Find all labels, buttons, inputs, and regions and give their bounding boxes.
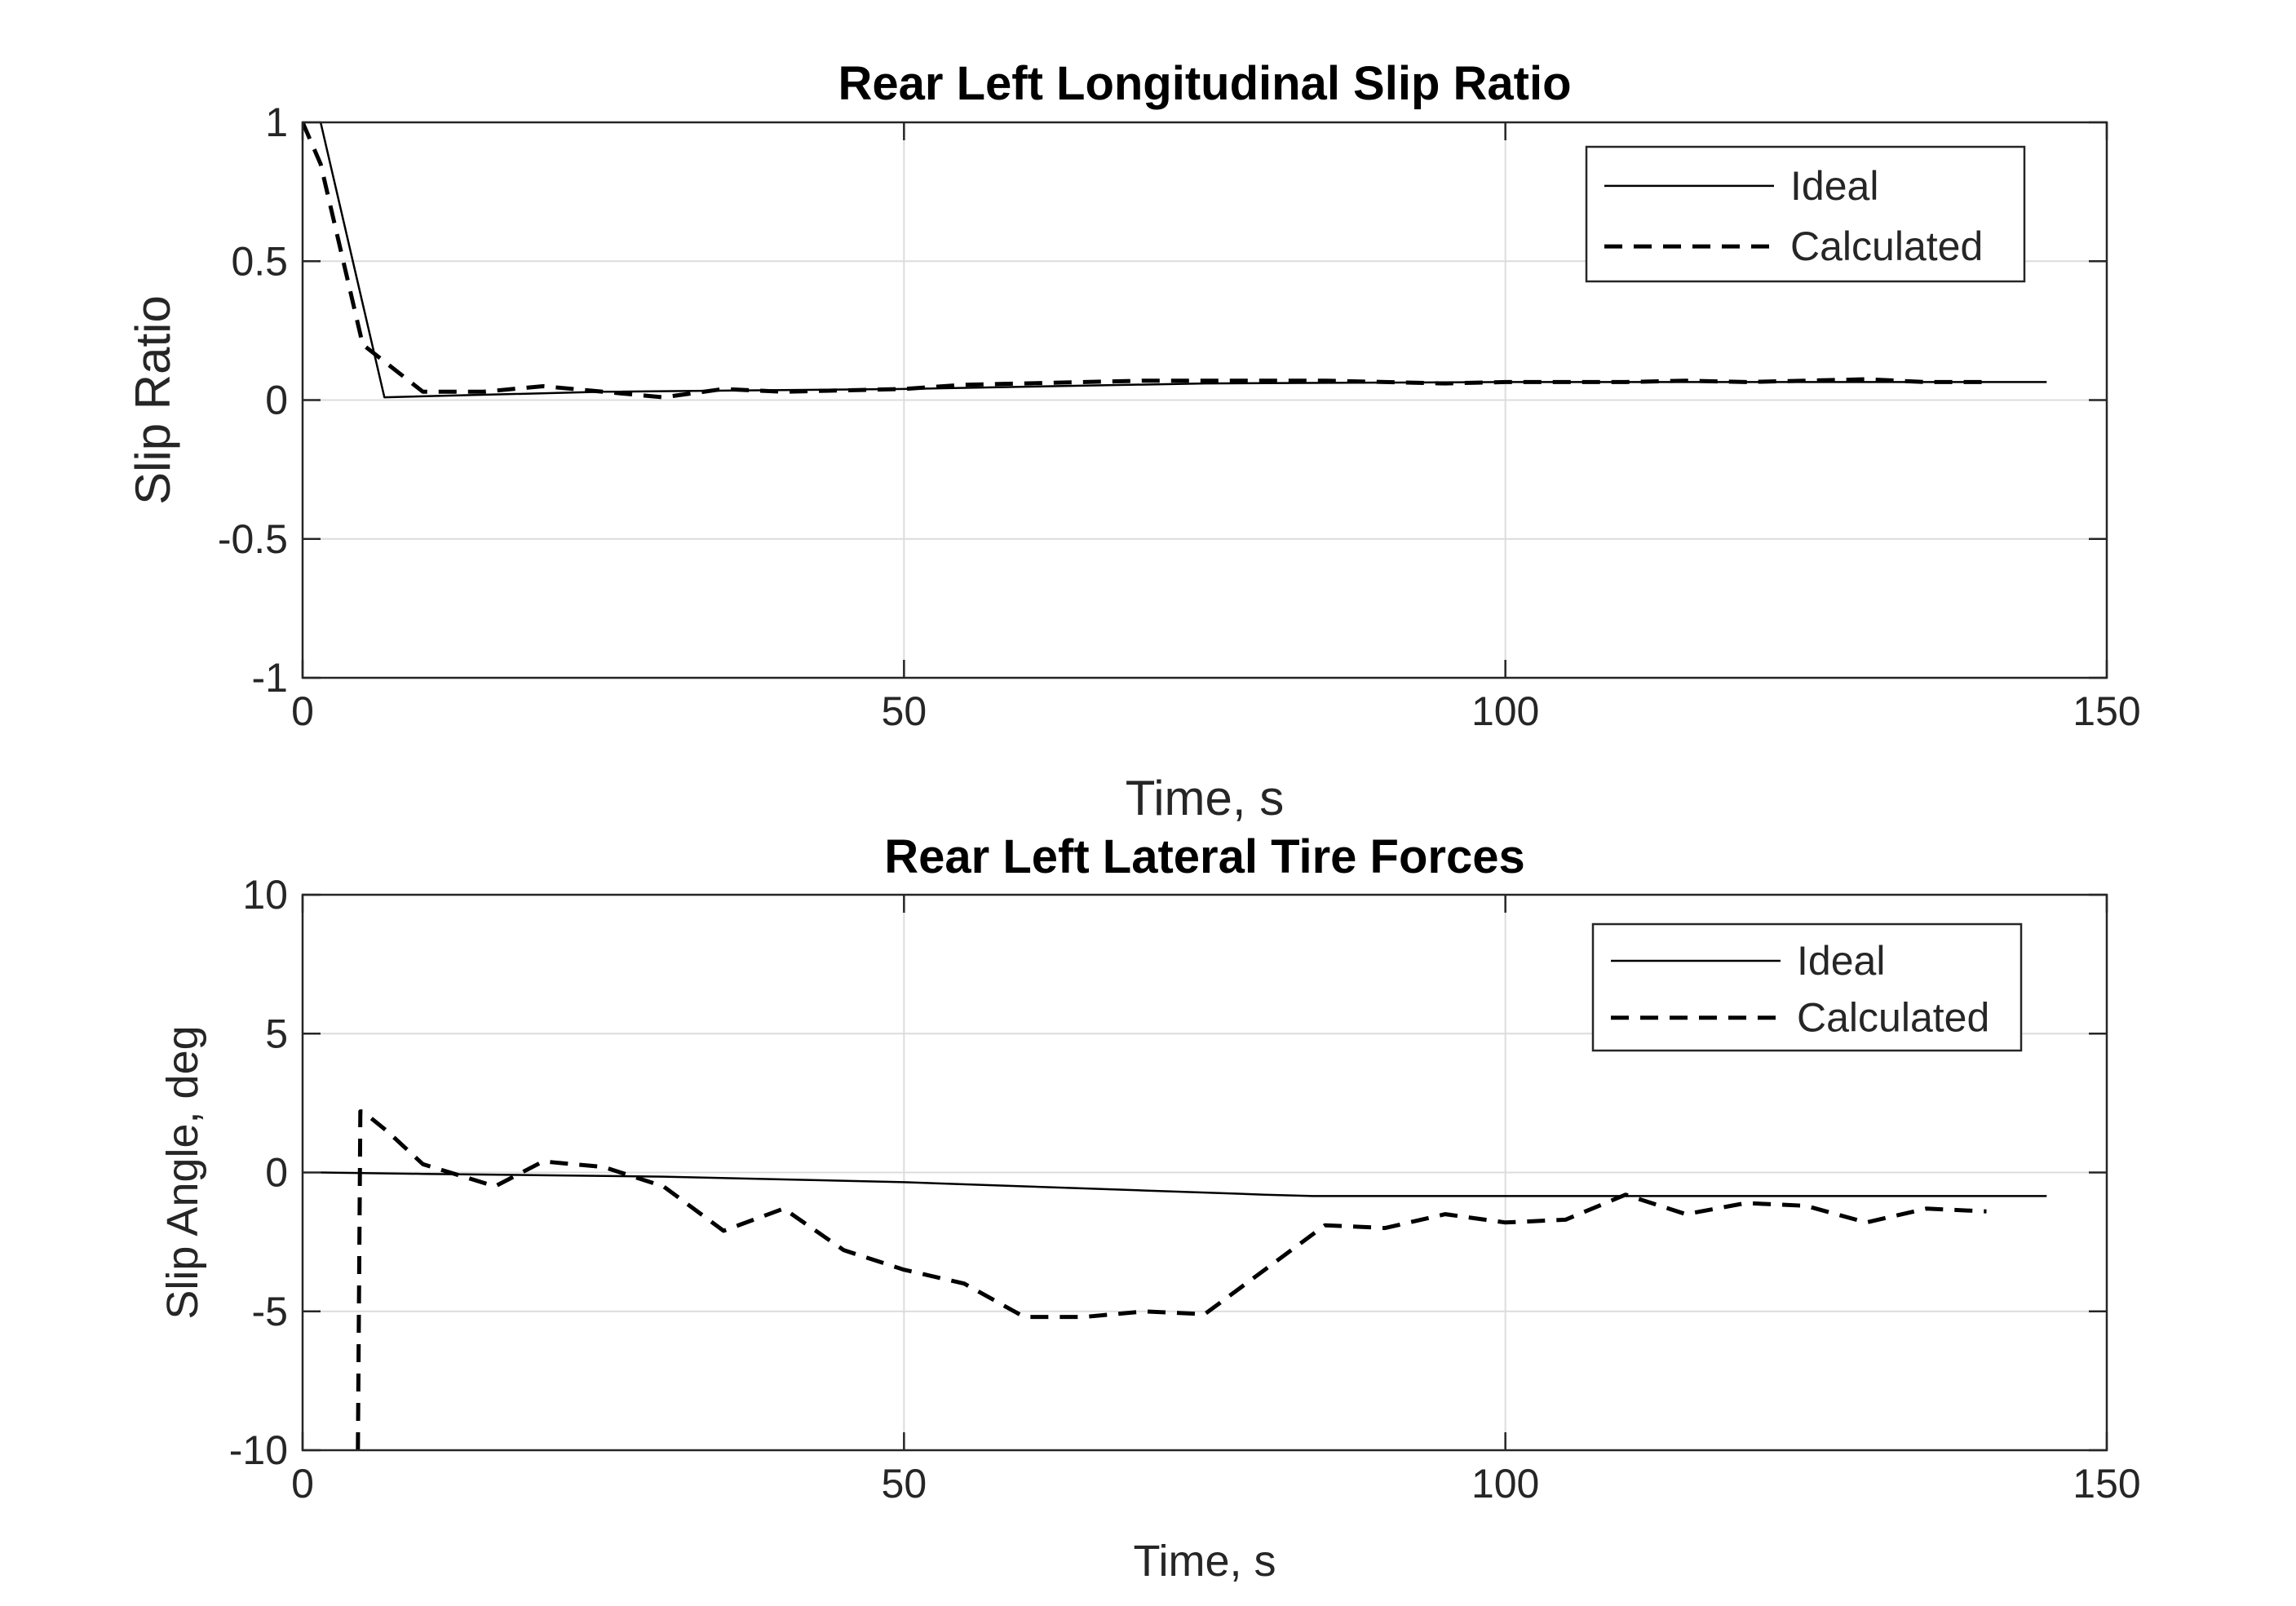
legend-box [1585, 145, 2026, 283]
series-line-calculated [303, 122, 1987, 400]
legend-label-calculated: Calculated [1790, 223, 1983, 269]
slip-ratio-chart: 0 50 100 150 -1 -0.5 0 0.5 1 Rear Left Longitudin… [126, 57, 2141, 825]
y-tick-label: 0 [265, 1150, 288, 1196]
legend-label-ideal: Ideal [1797, 938, 1885, 984]
y-tick-label: 5 [265, 1011, 288, 1056]
x-axis-label: Time, s [1126, 771, 1284, 825]
series-line-calculated [356, 1109, 1987, 1450]
x-tick-label: 50 [882, 688, 927, 734]
y-tick-label: 0 [265, 378, 288, 423]
y-tick-label: -1 [252, 655, 288, 701]
legend-label-ideal: Ideal [1790, 163, 1878, 209]
legend: Ideal Calculated [1591, 922, 2023, 1052]
legend: Ideal Calculated [1585, 145, 2026, 283]
x-axis-label: Time, s [1134, 1537, 1276, 1586]
y-tick-label: -0.5 [218, 516, 288, 562]
y-tick-label: 1 [265, 100, 288, 145]
x-tick-label: 100 [1471, 1461, 1539, 1506]
legend-label-calculated: Calculated [1797, 995, 1989, 1041]
y-axis-label: Slip Ratio [126, 295, 180, 505]
y-axis-label: Slip Angle, deg [158, 1025, 207, 1319]
x-tick-label: 0 [291, 1461, 314, 1506]
x-tick-label: 150 [2073, 1461, 2140, 1506]
series-line-ideal [321, 1171, 2047, 1197]
chart-title: Rear Left Longitudinal Slip Ratio [838, 57, 1572, 110]
x-tick-label: 50 [882, 1461, 927, 1506]
x-tick-label: 150 [2073, 688, 2140, 734]
y-tick-label: 0.5 [231, 238, 288, 284]
chart-title: Rear Left Lateral Tire Forces [884, 830, 1524, 883]
x-tick-label: 0 [291, 688, 314, 734]
y-tick-label: -10 [229, 1427, 288, 1473]
x-tick-label: 100 [1471, 688, 1539, 734]
slip-angle-chart: 0 50 100 150 -10 -5 0 5 10 Rear Left Lateral Tire… [158, 830, 2141, 1586]
legend-box [1591, 922, 2023, 1052]
y-tick-label: -5 [252, 1289, 288, 1334]
y-tick-label: 10 [242, 872, 288, 918]
